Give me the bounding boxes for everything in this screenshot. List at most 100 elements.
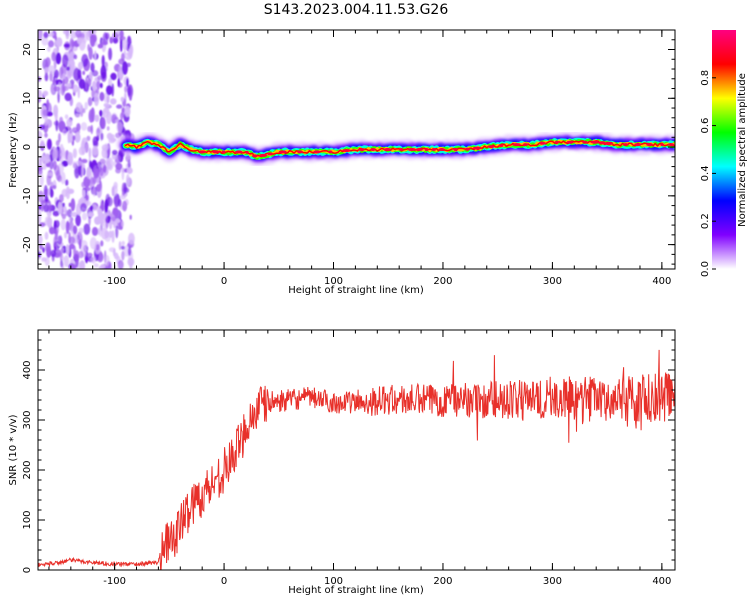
noise-blob	[39, 173, 44, 187]
noise-blob	[115, 225, 119, 239]
noise-blob	[103, 164, 107, 174]
x-tick-label: 400	[652, 276, 671, 287]
x-tick-label: 400	[652, 576, 671, 587]
noise-blob	[43, 31, 49, 39]
noise-blob	[69, 37, 74, 51]
noise-blob	[65, 83, 73, 88]
noise-blob	[83, 223, 91, 235]
noise-blob	[111, 83, 114, 97]
noise-blob	[50, 249, 57, 258]
noise-blob	[127, 86, 132, 97]
noise-blob	[91, 70, 99, 77]
noise-blob	[87, 212, 95, 217]
ridge-hotspot	[259, 153, 268, 157]
noise-blob	[80, 122, 88, 131]
noise-blob	[39, 222, 46, 227]
noise-blob	[54, 164, 60, 176]
noise-blob	[63, 255, 69, 267]
noise-blob	[45, 162, 51, 168]
noise-blob	[38, 190, 44, 203]
noise-blob	[81, 158, 88, 164]
noise-blob	[63, 43, 70, 48]
noise-blob	[44, 115, 48, 126]
noise-blob	[65, 30, 70, 40]
ridge-hotspot	[554, 140, 559, 144]
ridge-hotspot	[221, 150, 226, 154]
noise-blob	[78, 238, 82, 250]
ridge-hotspot	[297, 150, 303, 154]
snr-x-tick-labels: -100 0 100 200 300 400	[103, 576, 671, 587]
x-tick-label: -100	[103, 576, 126, 587]
ridge-hotspot	[252, 154, 258, 158]
noise-blob	[66, 66, 70, 71]
noise-blob	[122, 39, 128, 51]
noise-blob	[44, 72, 49, 82]
noise-blob	[64, 231, 67, 239]
noise-blob	[62, 86, 69, 92]
noise-blob	[113, 193, 121, 208]
noise-blob	[38, 89, 42, 98]
noise-blob	[52, 185, 57, 189]
colorbar-tick-label: 0.4	[700, 165, 711, 181]
noise-blob	[60, 259, 63, 268]
noise-blob	[75, 102, 83, 113]
noise-blob	[114, 119, 119, 124]
noise-blob	[59, 194, 64, 203]
ridge-hotspot	[634, 143, 642, 147]
noise-blob	[68, 243, 75, 250]
noise-blob	[53, 104, 59, 117]
ridge-hotspot	[487, 145, 495, 149]
noise-blob	[108, 230, 113, 238]
y-tick-label: 400	[22, 360, 33, 379]
noise-blob	[77, 61, 84, 70]
ridge-hotspot	[598, 141, 606, 145]
ridge-hotspot	[498, 144, 504, 147]
noise-blob	[65, 179, 69, 186]
noise-blob	[80, 240, 88, 249]
ridge-hotspot	[438, 148, 446, 151]
spectrogram-y-axis-label: Frequency (Hz)	[8, 112, 19, 188]
noise-blob	[98, 225, 103, 238]
noise-blob	[121, 220, 124, 228]
ridge-hotspot	[590, 140, 599, 144]
noise-blob	[99, 91, 105, 102]
noise-blob	[86, 166, 92, 178]
noise-blob	[40, 140, 45, 148]
ridge-hotspot	[668, 143, 675, 147]
noise-blob	[46, 99, 50, 110]
colorbar-tick-label: 0.2	[700, 213, 711, 229]
noise-blob	[91, 226, 99, 236]
noise-blob	[54, 229, 58, 242]
x-tick-label: 0	[221, 576, 227, 587]
noise-blob	[55, 79, 63, 85]
spectrogram-y-tick-labels: -20 -10 0 10 20	[22, 43, 33, 253]
noise-blob	[62, 54, 69, 68]
noise-blob	[129, 214, 132, 220]
noise-blob	[42, 164, 47, 170]
noise-blob	[49, 188, 54, 198]
noise-blob	[126, 77, 129, 88]
noise-blob	[44, 67, 49, 73]
noise-blob	[104, 236, 111, 242]
noise-blob	[83, 187, 91, 192]
noise-blob	[106, 196, 113, 207]
ridge-hotspot	[566, 140, 574, 144]
ridge-hotspot	[235, 150, 243, 154]
noise-blob	[69, 127, 72, 134]
y-tick-label: -10	[22, 188, 33, 204]
noise-blob	[46, 246, 52, 258]
noise-blob	[74, 132, 81, 143]
noise-blob	[109, 36, 114, 44]
noise-blob	[78, 164, 82, 176]
noise-blob	[80, 202, 87, 213]
noise-blob	[100, 200, 104, 209]
noise-blob	[40, 199, 44, 212]
noise-blob	[62, 73, 66, 80]
noise-blob	[129, 261, 133, 269]
noise-blob	[82, 189, 86, 198]
noise-blob	[96, 244, 100, 251]
noise-blob	[43, 203, 50, 213]
ridge-hotspot	[424, 148, 429, 151]
noise-blob	[93, 263, 99, 268]
